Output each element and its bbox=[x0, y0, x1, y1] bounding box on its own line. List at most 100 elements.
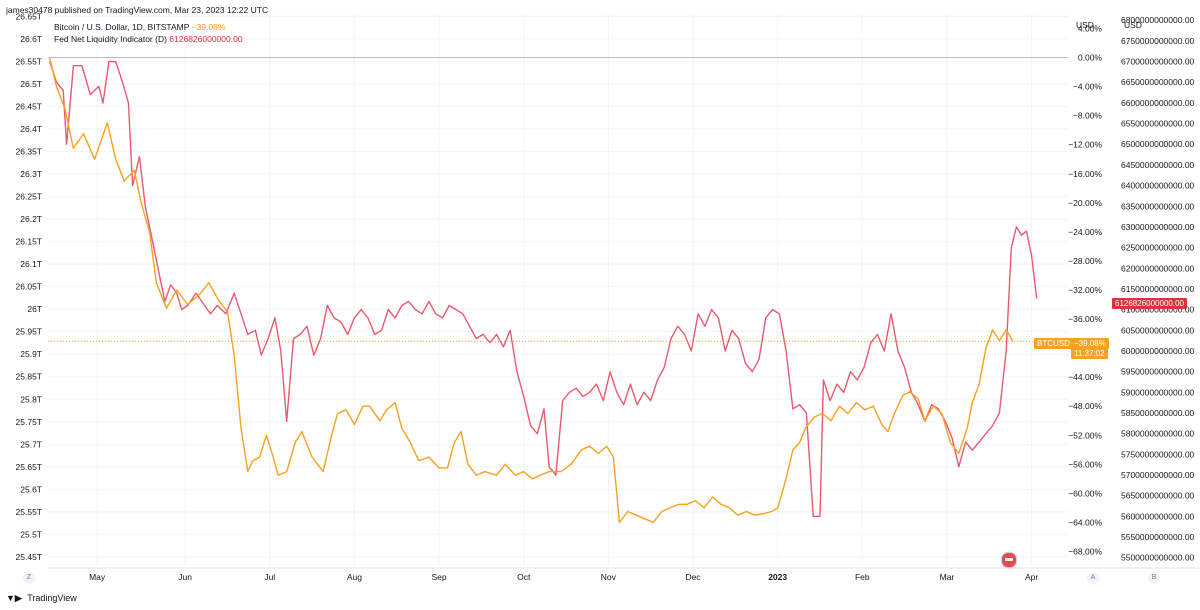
usd-axis-tick-label: 6300000000000.00 bbox=[1121, 222, 1195, 232]
pct-axis-tick-label: −52.00% bbox=[1068, 430, 1102, 440]
left-axis-tick-label: 26.05T bbox=[16, 282, 42, 292]
usd-axis-tick-label: 5850000000000.00 bbox=[1121, 408, 1195, 418]
btc-line bbox=[49, 57, 1014, 524]
usd-axis-tick-label: 6550000000000.00 bbox=[1121, 119, 1195, 129]
left-axis-tick-label: 25.9T bbox=[20, 349, 42, 359]
usd-axis-tick-label: 6150000000000.00 bbox=[1121, 284, 1195, 294]
x-axis-tick-label: Feb bbox=[855, 572, 870, 582]
pct-axis-unit: USD bbox=[1076, 20, 1094, 30]
x-axis-tick-label: Dec bbox=[685, 572, 701, 582]
usd-axis-tick-label: 5700000000000.00 bbox=[1121, 470, 1195, 480]
left-axis-tick-label: 25.75T bbox=[16, 417, 42, 427]
pct-axis-tick-label: −36.00% bbox=[1068, 314, 1102, 324]
usd-axis-tick-label: 6100000000000.00 bbox=[1121, 305, 1195, 315]
usd-axis-tick-label: 6650000000000.00 bbox=[1121, 77, 1195, 87]
pct-axis-tick-label: −20.00% bbox=[1068, 198, 1102, 208]
left-axis-tick-label: 25.65T bbox=[16, 462, 42, 472]
x-axis-tick-label: Jun bbox=[178, 572, 192, 582]
usd-axis-tick-label: 5650000000000.00 bbox=[1121, 491, 1195, 501]
left-axis-tick-label: 26.3T bbox=[20, 169, 42, 179]
x-axis-tick-label: Aug bbox=[347, 572, 362, 582]
pct-axis-tick-label: 4.00% bbox=[1078, 24, 1103, 34]
btc-pct-tag: −39.08% bbox=[1071, 338, 1109, 349]
usd-axis-tick-label: 6800000000000.00 bbox=[1121, 15, 1195, 25]
series-layer bbox=[49, 57, 1038, 524]
btc-countdown-tag: 11:37:02 bbox=[1071, 348, 1108, 359]
left-axis-tick-label: 25.55T bbox=[16, 507, 42, 517]
scale-b-button[interactable]: B bbox=[1148, 572, 1160, 584]
pct-axis-tick-label: 0.00% bbox=[1078, 53, 1103, 63]
left-axis-tick-label: 26.45T bbox=[16, 101, 42, 111]
usd-axis-tick-label: 5600000000000.00 bbox=[1121, 511, 1195, 521]
pct-axis-tick-label: −32.00% bbox=[1068, 285, 1102, 295]
legend-fed-value: 6126826000000.00 bbox=[169, 34, 243, 44]
left-axis-tick-label: 26.65T bbox=[16, 11, 42, 21]
left-axis-tick-label: 26T bbox=[27, 304, 42, 314]
fed-liquidity-line bbox=[49, 60, 1038, 518]
auto-scale-button[interactable]: A bbox=[1087, 572, 1099, 584]
btc-symbol-tag: BTCUSD bbox=[1034, 338, 1073, 349]
usd-axis-tick-label: 6500000000000.00 bbox=[1121, 139, 1195, 149]
x-axis-tick-label: May bbox=[89, 572, 106, 582]
pct-axis-tick-label: −64.00% bbox=[1068, 517, 1102, 527]
legend-fed[interactable]: Fed Net Liquidity Indicator (D) 61268260… bbox=[54, 34, 243, 44]
pct-axis-tick-label: −48.00% bbox=[1068, 401, 1102, 411]
left-axis-tick-label: 25.7T bbox=[20, 439, 42, 449]
left-axis-tick-label: 25.5T bbox=[20, 529, 42, 539]
footer-brand-label: TradingView bbox=[27, 593, 77, 603]
usd-axis-tick-label: 6000000000000.00 bbox=[1121, 346, 1195, 356]
left-axis-tick-label: 25.85T bbox=[16, 372, 42, 382]
left-axis-tick-label: 26.6T bbox=[20, 34, 42, 44]
legend-btc[interactable]: Bitcoin / U.S. Dollar, 1D, BITSTAMP −39.… bbox=[54, 22, 225, 32]
legend-btc-value: −39.08% bbox=[191, 22, 226, 32]
fed-last-value-tag: 6126826000000.00 bbox=[1112, 298, 1187, 309]
x-axis-tick-label: Jul bbox=[264, 572, 275, 582]
left-axis-tick-label: 26.1T bbox=[20, 259, 42, 269]
usd-axis-tick-label: 6400000000000.00 bbox=[1121, 181, 1195, 191]
pct-axis-tick-label: −4.00% bbox=[1073, 82, 1103, 92]
usd-axis-tick-label: 5900000000000.00 bbox=[1121, 387, 1195, 397]
usd-axis-tick-label: 6250000000000.00 bbox=[1121, 243, 1195, 253]
axis-layer: 26.65T 26.6T 26.55T 26.5T 26.45T 26.4T 26.35T 2… bbox=[16, 11, 1195, 582]
usd-axis-tick-label: 6050000000000.00 bbox=[1121, 325, 1195, 335]
pct-axis-tick-label: −16.00% bbox=[1068, 169, 1102, 179]
usd-axis-tick-label: 5500000000000.00 bbox=[1121, 553, 1195, 563]
usd-axis-tick-label: 5800000000000.00 bbox=[1121, 429, 1195, 439]
zoom-corner-button[interactable]: Z bbox=[23, 572, 35, 584]
left-axis-tick-label: 25.8T bbox=[20, 394, 42, 404]
usd-axis-tick-label: 5550000000000.00 bbox=[1121, 532, 1195, 542]
usd-axis-unit: USD bbox=[1124, 20, 1142, 30]
left-axis-tick-label: 26.5T bbox=[20, 79, 42, 89]
left-axis-tick-label: 25.6T bbox=[20, 484, 42, 494]
legend-fed-name: Fed Net Liquidity Indicator (D) bbox=[54, 34, 167, 44]
left-axis-tick-label: 26.15T bbox=[16, 237, 42, 247]
grid-layer bbox=[48, 14, 1200, 569]
usd-axis-tick-label: 5950000000000.00 bbox=[1121, 367, 1195, 377]
usd-axis-tick-label: 6700000000000.00 bbox=[1121, 57, 1195, 67]
footer-brand[interactable]: ▼▶ TradingView bbox=[6, 593, 77, 604]
left-axis-tick-label: 25.95T bbox=[16, 327, 42, 337]
pct-axis-tick-label: −60.00% bbox=[1068, 488, 1102, 498]
pct-axis-tick-label: −44.00% bbox=[1068, 372, 1102, 382]
usd-axis-tick-label: 6450000000000.00 bbox=[1121, 160, 1195, 170]
pct-axis-tick-label: −56.00% bbox=[1068, 459, 1102, 469]
left-axis-tick-label: 26.35T bbox=[16, 146, 42, 156]
legend-btc-name: Bitcoin / U.S. Dollar, 1D, BITSTAMP bbox=[54, 22, 190, 32]
pct-axis-tick-label: −8.00% bbox=[1073, 111, 1103, 121]
usd-axis-tick-label: 6750000000000.00 bbox=[1121, 36, 1195, 46]
x-axis-tick-label: Oct bbox=[517, 572, 531, 582]
pct-axis-tick-label: −12.00% bbox=[1068, 140, 1102, 150]
left-axis-tick-label: 26.4T bbox=[20, 124, 42, 134]
usd-axis-tick-label: 5750000000000.00 bbox=[1121, 449, 1195, 459]
left-axis-tick-label: 26.25T bbox=[16, 191, 42, 201]
x-axis-tick-label: Apr bbox=[1025, 572, 1038, 582]
usd-axis-tick-label: 6600000000000.00 bbox=[1121, 98, 1195, 108]
pct-axis-tick-label: −28.00% bbox=[1068, 256, 1102, 266]
usd-axis-tick-label: 6200000000000.00 bbox=[1121, 263, 1195, 273]
left-axis-tick-label: 25.45T bbox=[16, 552, 42, 562]
us-flag-event-icon[interactable] bbox=[1001, 552, 1017, 568]
x-axis-tick-label: 2023 bbox=[768, 572, 787, 582]
left-axis-tick-label: 26.55T bbox=[16, 56, 42, 66]
pct-axis-tick-label: −68.00% bbox=[1068, 546, 1102, 556]
